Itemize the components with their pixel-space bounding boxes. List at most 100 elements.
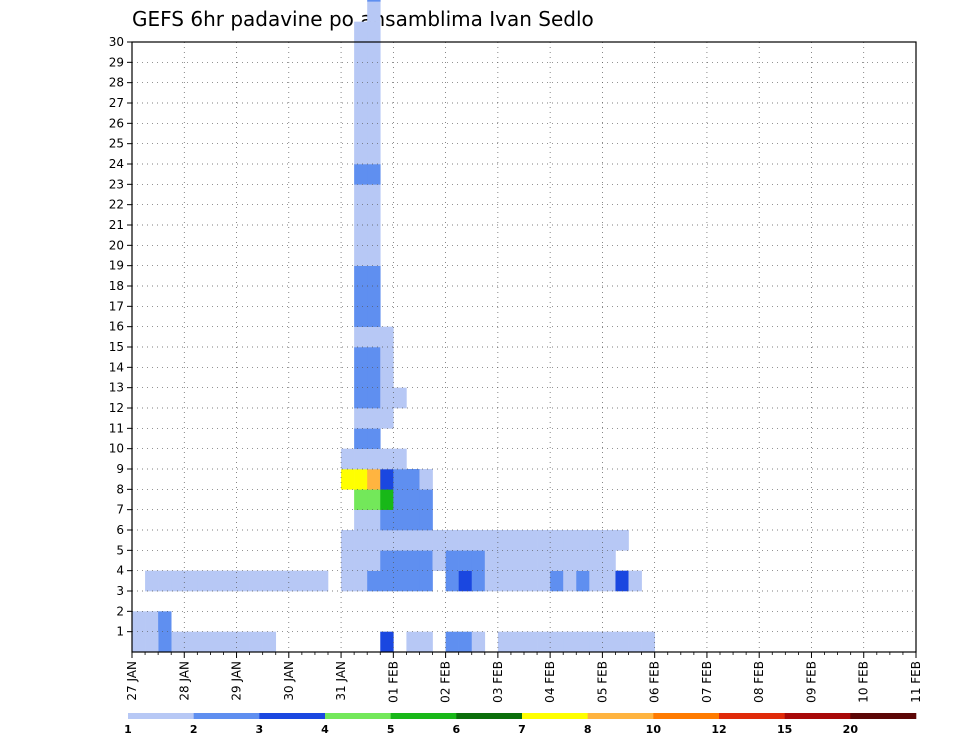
y-tick-label: 20: [109, 238, 124, 252]
heatmap-cell: [589, 530, 603, 551]
heatmap-cell: [589, 550, 603, 571]
heatmap-cell: [380, 448, 394, 470]
heatmap-cell: [314, 570, 329, 592]
y-tick-label: 15: [109, 340, 124, 354]
heatmap-cell: [510, 570, 525, 592]
heatmap-cell: [132, 631, 146, 653]
heatmap-cell: [367, 550, 381, 571]
heatmap-cell: [262, 570, 277, 592]
heatmap-cell: [367, 62, 381, 83]
colorbar-label: 12: [711, 723, 726, 736]
x-tick-label: 11 FEB: [909, 661, 923, 703]
heatmap-cell: [524, 550, 538, 571]
heatmap-cell: [354, 550, 368, 571]
heatmap-cell: [354, 204, 368, 226]
heatmap-cell: [354, 225, 368, 246]
x-tick-label: 09 FEB: [804, 661, 818, 703]
colorbar-swatch: [390, 713, 457, 719]
heatmap-cell: [367, 408, 381, 429]
heatmap-cell: [419, 570, 433, 592]
x-tick-label: 29 JAN: [230, 661, 244, 701]
x-tick-label: 02 FEB: [439, 661, 453, 703]
heatmap-cell: [406, 489, 420, 510]
heatmap-cell: [393, 489, 407, 510]
heatmap-cell: [367, 570, 381, 592]
heatmap-cell: [550, 570, 564, 592]
heatmap-cell: [184, 631, 198, 653]
heatmap-cell: [563, 631, 577, 653]
heatmap-cell: [354, 184, 368, 205]
heatmap-cell: [537, 570, 551, 592]
colorbar-label: 6: [453, 723, 461, 736]
heatmap-cell: [628, 570, 642, 592]
heatmap-cell: [367, 82, 381, 104]
heatmap-cell: [367, 1, 381, 22]
gridlines: [132, 42, 916, 652]
heatmap-cell: [406, 530, 420, 551]
heatmap-cell: [602, 570, 616, 592]
heatmap-cell: [236, 570, 250, 592]
y-tick-label: 30: [109, 35, 124, 49]
heatmap-cell: [380, 367, 394, 388]
heatmap-cell: [419, 489, 433, 510]
heatmap-cell: [550, 550, 564, 571]
heatmap-cell: [576, 550, 590, 571]
heatmap-cell: [341, 570, 355, 592]
heatmap-cell: [354, 509, 368, 531]
heatmap-cell: [367, 164, 381, 185]
heatmap-cell: [354, 428, 368, 449]
heatmap-cell: [484, 530, 499, 551]
heatmap-cell: [524, 530, 538, 551]
heatmap-cell: [380, 326, 394, 348]
colorbar-label: 20: [843, 723, 859, 736]
heatmap-cell: [367, 286, 381, 307]
heatmap-cell: [171, 570, 185, 592]
colorbar-swatch: [850, 713, 917, 719]
y-tick-label: 22: [109, 198, 124, 212]
y-tick-label: 4: [116, 564, 124, 578]
colorbar-swatch: [193, 713, 260, 719]
heatmap-cell: [367, 21, 381, 43]
heatmap-cell: [419, 509, 433, 531]
y-tick-label: 3: [116, 584, 124, 598]
x-tick-label: 10 FEB: [857, 661, 871, 703]
heatmap-cell: [380, 408, 394, 429]
heatmap-cell: [197, 631, 211, 653]
heatmap-cell: [262, 631, 277, 653]
heatmap-cell: [510, 631, 525, 653]
heatmap-cell: [354, 530, 368, 551]
colorbar-label: 5: [387, 723, 395, 736]
y-tick-label: 24: [109, 157, 124, 171]
heatmap-cell: [602, 530, 616, 551]
x-tick-label: 03 FEB: [491, 661, 505, 703]
heatmap-cell: [524, 631, 538, 653]
heatmap-cell: [354, 265, 368, 287]
heatmap-cell: [563, 530, 577, 551]
heatmap-cell: [589, 631, 603, 653]
x-tick-label: 06 FEB: [648, 661, 662, 703]
heatmap-cell: [354, 387, 368, 409]
heatmap-cell: [236, 631, 250, 653]
heatmap-cell: [288, 570, 303, 592]
colorbar-swatch: [456, 713, 523, 719]
heatmap-cell: [393, 509, 407, 531]
heatmap-cell: [367, 530, 381, 551]
heatmap-cell: [432, 550, 446, 571]
y-tick-label: 6: [116, 523, 124, 537]
heatmap-cell: [380, 469, 394, 490]
y-tick-label: 29: [109, 55, 124, 69]
heatmap-cell: [132, 611, 146, 632]
heatmap-cell: [249, 631, 263, 653]
heatmap-cell: [576, 631, 590, 653]
heatmap-cell: [432, 530, 446, 551]
x-axis: 27 JAN 28 JAN 29 JAN 30 JAN 31 JAN 01 FEB 02 F…: [125, 652, 923, 703]
heatmap-cell: [354, 82, 368, 104]
heatmap-cell: [145, 570, 159, 592]
heatmap-cell: [471, 631, 486, 653]
heatmap-cell: [341, 550, 355, 571]
heatmap-cell: [380, 347, 394, 368]
heatmap-cell: [367, 184, 381, 205]
heatmap-cell: [367, 123, 381, 144]
heatmap-cell: [367, 245, 381, 266]
heatmap-cell: [576, 570, 590, 592]
